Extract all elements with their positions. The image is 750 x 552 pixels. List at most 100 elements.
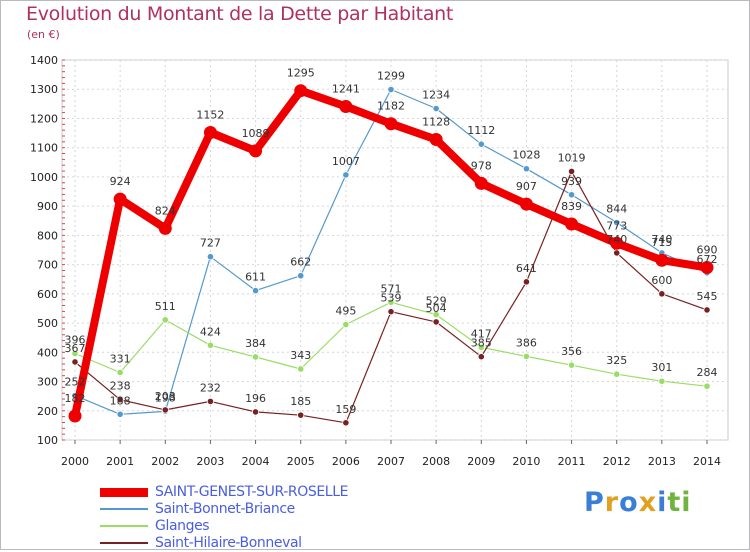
y-tick-label: 600 [37,288,58,301]
x-tick-label: 2000 [61,455,89,468]
data-label: 545 [697,290,718,303]
legend-swatch [100,525,148,527]
x-tick-label: 2014 [693,455,721,468]
data-point [249,144,263,158]
data-label: 715 [651,236,672,249]
x-tick-label: 2006 [332,455,360,468]
data-point [339,99,353,113]
data-point [71,358,79,366]
data-point [522,165,531,173]
data-point [251,287,260,295]
x-tick-label: 2005 [287,455,315,468]
y-tick-label: 100 [37,434,58,447]
data-label: 939 [561,175,582,188]
legend-label: Saint-Hilaire-Bonneval [155,535,302,551]
x-tick-label: 2009 [467,455,495,468]
y-tick-label: 500 [37,317,58,330]
logo-letter: P [584,487,605,518]
data-label: 356 [561,345,582,358]
x-tick-label: 2012 [603,455,631,468]
data-label: 159 [335,403,356,416]
data-point [71,349,79,358]
data-label: 188 [110,394,131,407]
data-label: 1152 [196,108,224,121]
data-label: 385 [471,337,492,350]
data-label: 1234 [422,89,450,102]
data-point [703,382,711,390]
data-point [477,353,485,361]
data-point [522,278,531,286]
data-label: 511 [155,300,176,313]
data-label: 301 [651,361,672,374]
data-label: 1019 [558,151,586,164]
y-tick-label: 1300 [30,83,58,96]
data-point [474,176,488,190]
data-label: 611 [245,271,266,284]
data-point [567,191,576,199]
proxiti-logo: Proxiti [584,487,692,518]
data-point [384,117,398,131]
data-point [477,140,485,148]
data-point [342,171,350,179]
x-tick-label: 2004 [242,455,270,468]
data-point [251,353,260,361]
y-tick-label: 1200 [30,112,58,125]
x-tick-label: 2011 [558,455,586,468]
data-point [658,290,666,298]
y-tick-label: 400 [37,346,58,359]
data-label: 325 [606,354,627,367]
chart-unit-label: (en €) [27,28,60,41]
data-label: 504 [426,302,447,315]
logo-letter: r [604,487,620,518]
logo-letter: i [681,487,692,518]
data-label: 252 [65,376,86,389]
data-label: 495 [335,305,356,318]
data-point [113,192,127,206]
data-point [567,361,576,369]
data-label: 1112 [467,124,495,137]
data-point [477,343,485,351]
data-label: 740 [651,233,672,246]
data-point [522,352,531,360]
data-label: 839 [561,200,582,213]
data-labels: 182 924 824 1152 1089 1295 1241 1182 1128 978 907 8… [65,67,718,416]
data-label: 1128 [422,116,450,129]
data-point [251,408,260,416]
data-label: 824 [155,204,176,217]
y-tick-label: 900 [37,200,58,213]
data-point [206,253,215,261]
data-label: 367 [65,342,86,355]
data-label: 529 [426,295,447,308]
logo-letter: t [667,487,682,518]
data-label: 924 [110,175,131,188]
data-label: 185 [290,395,311,408]
data-point [655,253,669,267]
data-label: 539 [381,292,402,305]
data-label: 571 [381,282,402,295]
data-label: 1295 [287,67,315,80]
data-point [567,167,576,175]
data-point [158,221,172,235]
gridlines [61,59,729,441]
data-label: 1299 [377,70,405,83]
x-tick-label: 2001 [106,455,134,468]
data-point [432,104,440,113]
data-point [387,308,395,316]
data-label: 662 [290,256,311,269]
data-point [658,377,666,385]
x-tick-label: 2008 [422,455,450,468]
data-point [703,306,711,314]
data-point [387,298,395,306]
data-point [613,218,621,227]
data-point [342,320,350,329]
data-label: 1182 [377,100,405,113]
data-label: 773 [606,219,627,232]
data-label: 1028 [512,149,540,162]
legend-swatch [100,487,148,497]
data-label: 1241 [332,82,360,95]
legend-swatch [100,508,148,510]
data-point [613,249,621,257]
data-point [297,272,305,280]
